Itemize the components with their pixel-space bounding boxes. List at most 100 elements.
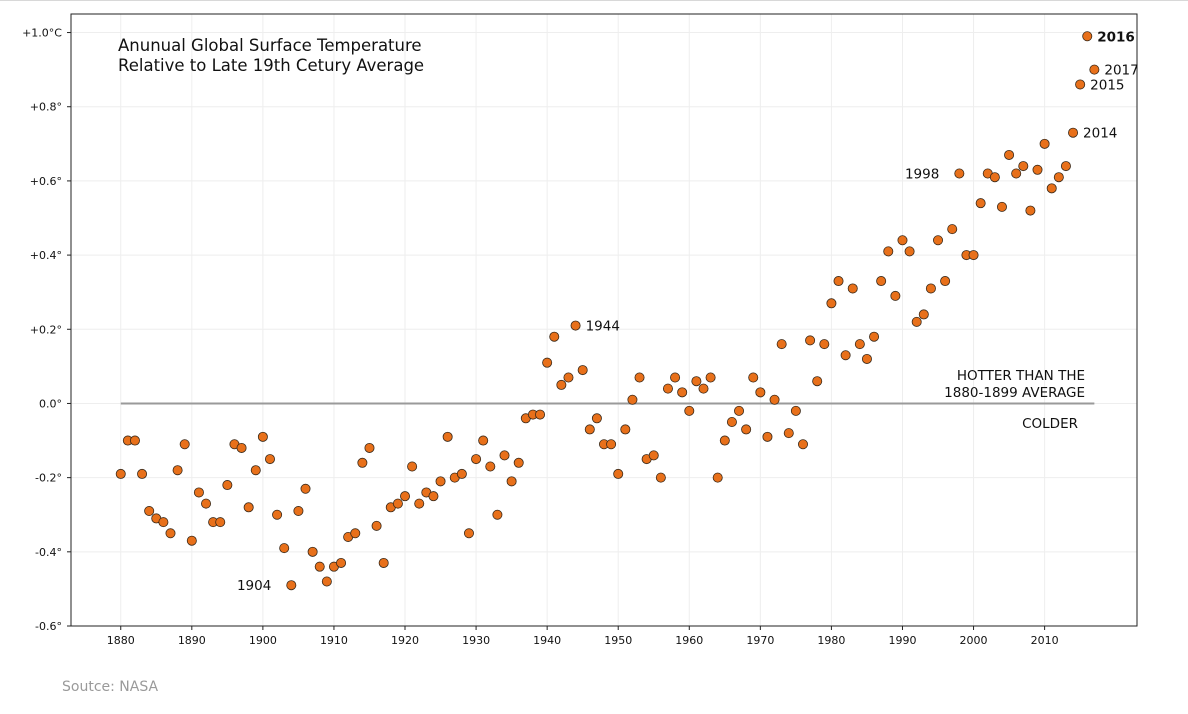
data-point [712,472,723,483]
data-point [215,517,226,528]
data-point [1046,183,1057,194]
y-tick-label: -0.2° [35,472,62,485]
data-point [179,439,190,450]
x-tick-label: 1920 [391,634,419,647]
data-point [293,506,304,517]
data-point [357,457,368,468]
data-point [1053,172,1064,183]
data-point [1068,127,1079,138]
data-point [378,557,389,568]
data-point [591,413,602,424]
y-axis-ticks: +1.0°C +0.8° +0.6° +0.4° +0.2° 0.0° -0.2° -0.4°… [22,27,71,633]
x-tick-label: 1990 [888,634,916,647]
data-point [570,320,581,331]
data-point [364,442,375,453]
data-point [940,276,951,287]
data-point [627,394,638,405]
data-point [719,435,730,446]
data-point [563,372,574,383]
data-point [549,331,560,342]
data-point [129,435,140,446]
data-point [236,442,247,453]
data-point [1011,168,1022,179]
data-point [556,379,567,390]
year-annotations: 1904 1944 1998 2014 2015 2016 2017 [237,29,1139,594]
data-point [300,483,311,494]
plot-frame [70,13,1138,627]
x-tick-label: 1930 [462,634,490,647]
data-point [165,528,176,539]
data-point [904,246,915,257]
data-point [705,372,716,383]
data-point [513,457,524,468]
data-point [158,517,169,528]
data-point [1004,149,1015,160]
data-point [812,376,823,387]
data-point [947,224,958,235]
chart-title-line-2: Relative to Late 19th Cetury Average [118,56,424,75]
x-tick-label: 1910 [320,634,348,647]
x-tick-label: 2010 [1031,634,1059,647]
data-point [748,372,759,383]
data-point [321,576,332,587]
y-tick-label: +0.2° [30,323,62,336]
data-point [989,172,1000,183]
data-point [535,409,546,420]
data-point [634,372,645,383]
data-point [620,424,631,435]
data-point [755,387,766,398]
data-point [1060,161,1071,172]
x-tick-label: 1890 [178,634,206,647]
data-point [414,498,425,509]
data-point [897,235,908,246]
data-point [407,461,418,472]
data-point [250,465,261,476]
data-point [691,376,702,387]
y-tick-label: +0.6° [30,175,62,188]
data-point [371,520,382,531]
data-point [869,331,880,342]
hotter-label-line-2: 1880-1899 AVERAGE [944,385,1085,401]
data-point [577,365,588,376]
data-point [286,580,297,591]
data-point [925,283,936,294]
y-tick-label: +1.0°C [22,27,62,40]
data-point [257,431,268,442]
data-point [336,557,347,568]
y-tick-label: +0.8° [30,101,62,114]
data-point [314,561,325,572]
data-point [698,383,709,394]
data-point [776,339,787,350]
x-tick-label: 1900 [249,634,277,647]
chart-title-line-1: Anunual Global Surface Temperature [118,36,422,55]
data-point [172,465,183,476]
data-point [911,316,922,327]
data-point [1082,31,1093,42]
data-point [222,480,233,491]
annotation-label: 2015 [1090,77,1124,93]
data-points [115,31,1100,591]
data-point [996,201,1007,212]
data-point [492,509,503,520]
data-point [684,405,695,416]
data-point [854,339,865,350]
data-point [833,276,844,287]
annotation-label: 1998 [905,166,939,182]
data-point [392,498,403,509]
data-point [186,535,197,546]
colder-label: COLDER [1022,416,1078,432]
data-point [762,431,773,442]
data-point [279,543,290,554]
data-point [144,506,155,517]
x-tick-label: 2000 [960,634,988,647]
y-tick-label: +0.4° [30,249,62,262]
data-point [613,468,624,479]
data-point [840,350,851,361]
hotter-label-line-1: HOTTER THAN THE [957,368,1085,384]
data-point [506,476,517,487]
x-tick-label: 1880 [107,634,135,647]
data-point [975,198,986,209]
annotation-label: 1904 [237,578,271,594]
data-point [264,454,275,465]
top-divider [0,0,1188,1]
